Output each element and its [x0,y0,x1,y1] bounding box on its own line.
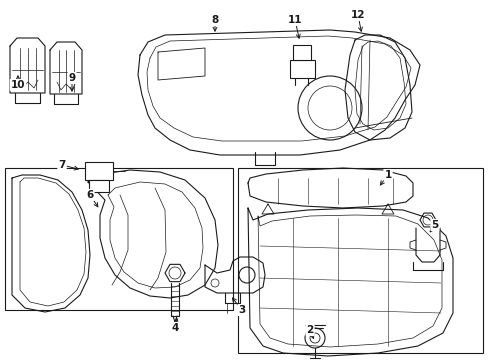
Bar [238,168,482,353]
Bar [5,168,232,310]
Text: 8: 8 [211,15,218,25]
Text: 11: 11 [287,15,302,25]
Text: 5: 5 [430,220,438,230]
Bar [292,45,310,60]
Text: 10: 10 [11,80,25,90]
Text: 4: 4 [171,323,178,333]
Text: 1: 1 [384,170,391,180]
Text: 6: 6 [86,190,93,200]
Text: 9: 9 [68,73,76,83]
Text: 2: 2 [306,325,313,335]
Text: 12: 12 [350,10,365,20]
Bar [289,60,314,78]
Bar [85,162,113,180]
Text: 7: 7 [58,160,65,170]
Text: 3: 3 [238,305,245,315]
Bar [89,180,109,192]
